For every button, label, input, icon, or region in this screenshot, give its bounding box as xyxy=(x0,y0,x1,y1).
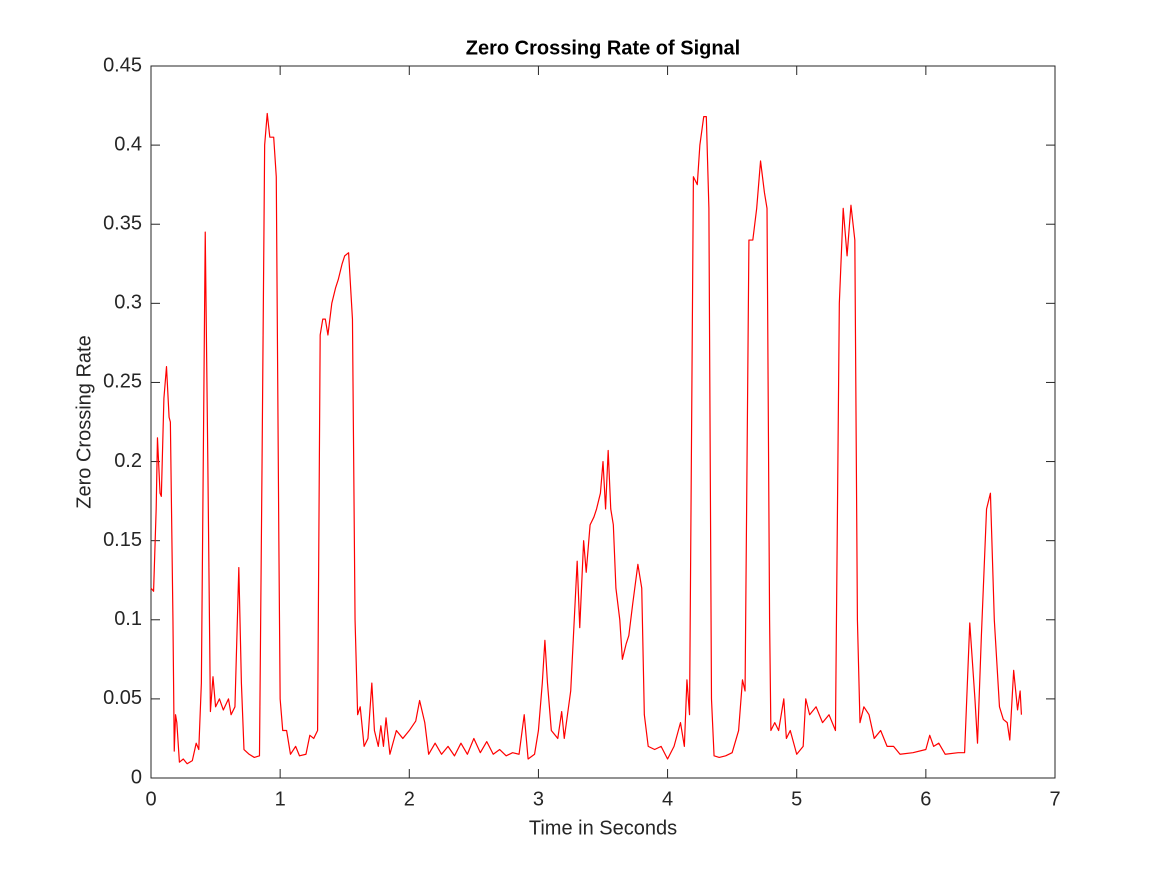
y-tick-label: 0.1 xyxy=(114,608,142,630)
y-tick-label: 0 xyxy=(131,766,142,788)
plot-frame xyxy=(150,65,1056,779)
x-tick-label: 6 xyxy=(920,788,931,810)
x-tick-label: 0 xyxy=(145,788,156,810)
x-tick-label: 1 xyxy=(275,788,286,810)
y-tick-label: 0.15 xyxy=(103,529,142,551)
y-tick-label: 0.35 xyxy=(103,213,142,235)
x-tick-label: 3 xyxy=(533,788,544,810)
data-line xyxy=(150,112,1023,765)
chart-title: Zero Crossing Rate of Signal xyxy=(466,37,740,59)
y-tick-label: 0.2 xyxy=(114,450,142,472)
x-tick-label: 2 xyxy=(404,788,415,810)
x-axis-label: Time in Seconds xyxy=(529,817,677,839)
x-tick-label: 5 xyxy=(791,788,802,810)
y-tick-label: 0.4 xyxy=(114,133,142,155)
x-tick-label: 7 xyxy=(1049,788,1060,810)
x-tick-label: 4 xyxy=(662,788,673,810)
y-tick-label: 0.25 xyxy=(103,371,142,393)
y-axis-label: Zero Crossing Rate xyxy=(73,335,95,508)
y-tick-label: 0.3 xyxy=(114,292,142,314)
y-tick-label: 0.05 xyxy=(103,687,142,709)
y-tick-label: 0.45 xyxy=(103,54,142,76)
